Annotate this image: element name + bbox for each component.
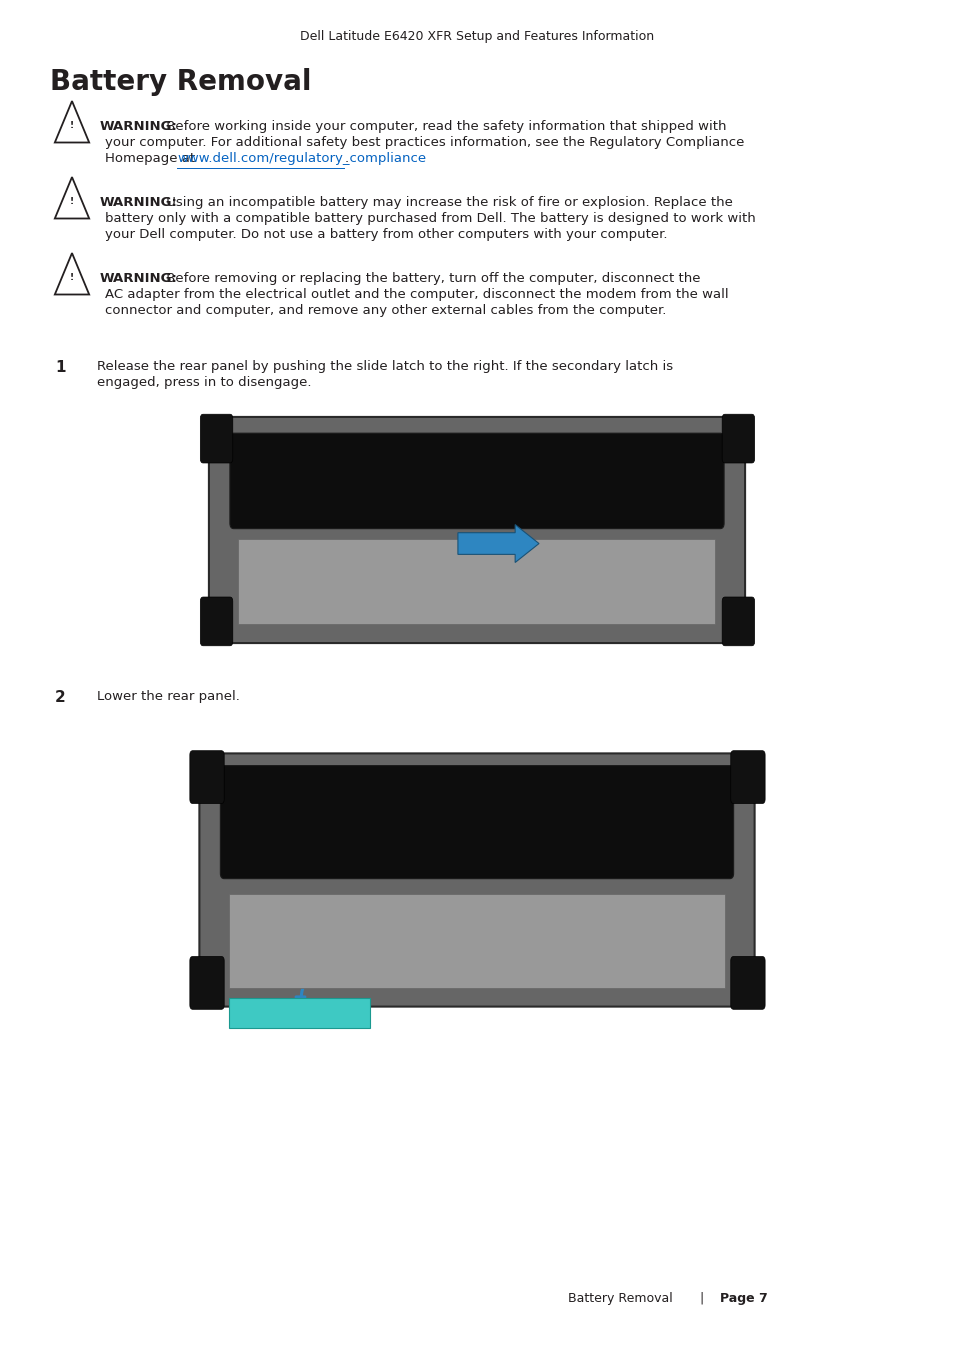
Text: Page 7: Page 7 [720, 1292, 767, 1305]
Text: Battery Removal: Battery Removal [567, 1292, 672, 1305]
FancyBboxPatch shape [230, 433, 723, 528]
Text: 2: 2 [55, 691, 66, 705]
FancyBboxPatch shape [730, 956, 764, 1009]
FancyBboxPatch shape [730, 750, 764, 803]
FancyBboxPatch shape [200, 414, 233, 463]
Text: Dell Latitude E6420 XFR Setup and Features Information: Dell Latitude E6420 XFR Setup and Featur… [299, 30, 654, 43]
Text: !: ! [70, 198, 74, 206]
FancyBboxPatch shape [190, 956, 224, 1009]
FancyBboxPatch shape [190, 750, 224, 803]
FancyArrow shape [457, 524, 538, 562]
Text: battery only with a compatible battery purchased from Dell. The battery is desig: battery only with a compatible battery p… [105, 213, 755, 225]
Text: Before removing or replacing the battery, turn off the computer, disconnect the: Before removing or replacing the battery… [162, 272, 700, 284]
FancyBboxPatch shape [238, 539, 715, 624]
Text: !: ! [70, 274, 74, 283]
FancyBboxPatch shape [199, 753, 754, 1006]
Text: !: ! [70, 122, 74, 130]
FancyBboxPatch shape [220, 765, 733, 879]
FancyBboxPatch shape [721, 414, 754, 463]
Text: your Dell computer. Do not use a battery from other computers with your computer: your Dell computer. Do not use a battery… [105, 227, 666, 241]
Text: WARNING:: WARNING: [100, 272, 177, 284]
Text: WARNING:: WARNING: [100, 121, 177, 133]
Text: Battery Removal: Battery Removal [50, 68, 312, 96]
FancyBboxPatch shape [229, 894, 724, 987]
Text: Before working inside your computer, read the safety information that shipped wi: Before working inside your computer, rea… [162, 121, 726, 133]
Text: .: . [344, 152, 348, 165]
FancyBboxPatch shape [721, 597, 754, 646]
Text: www.dell.com/regulatory_compliance: www.dell.com/regulatory_compliance [177, 152, 426, 165]
Text: |: | [699, 1292, 702, 1305]
Text: your computer. For additional safety best practices information, see the Regulat: your computer. For additional safety bes… [105, 135, 743, 149]
Text: 1: 1 [55, 360, 66, 375]
Text: AC adapter from the electrical outlet and the computer, disconnect the modem fro: AC adapter from the electrical outlet an… [105, 288, 728, 301]
Text: connector and computer, and remove any other external cables from the computer.: connector and computer, and remove any o… [105, 305, 665, 317]
FancyBboxPatch shape [209, 417, 744, 643]
Text: Release the rear panel by pushing the slide latch to the right. If the secondary: Release the rear panel by pushing the sl… [97, 360, 673, 372]
Text: Lower the rear panel.: Lower the rear panel. [97, 691, 239, 703]
FancyBboxPatch shape [200, 597, 233, 646]
Text: WARNING:: WARNING: [100, 196, 177, 209]
FancyBboxPatch shape [229, 998, 370, 1028]
Text: Homepage at: Homepage at [105, 152, 199, 165]
Text: Using an incompatible battery may increase the risk of fire or explosion. Replac: Using an incompatible battery may increa… [162, 196, 732, 209]
Text: engaged, press in to disengage.: engaged, press in to disengage. [97, 376, 312, 389]
